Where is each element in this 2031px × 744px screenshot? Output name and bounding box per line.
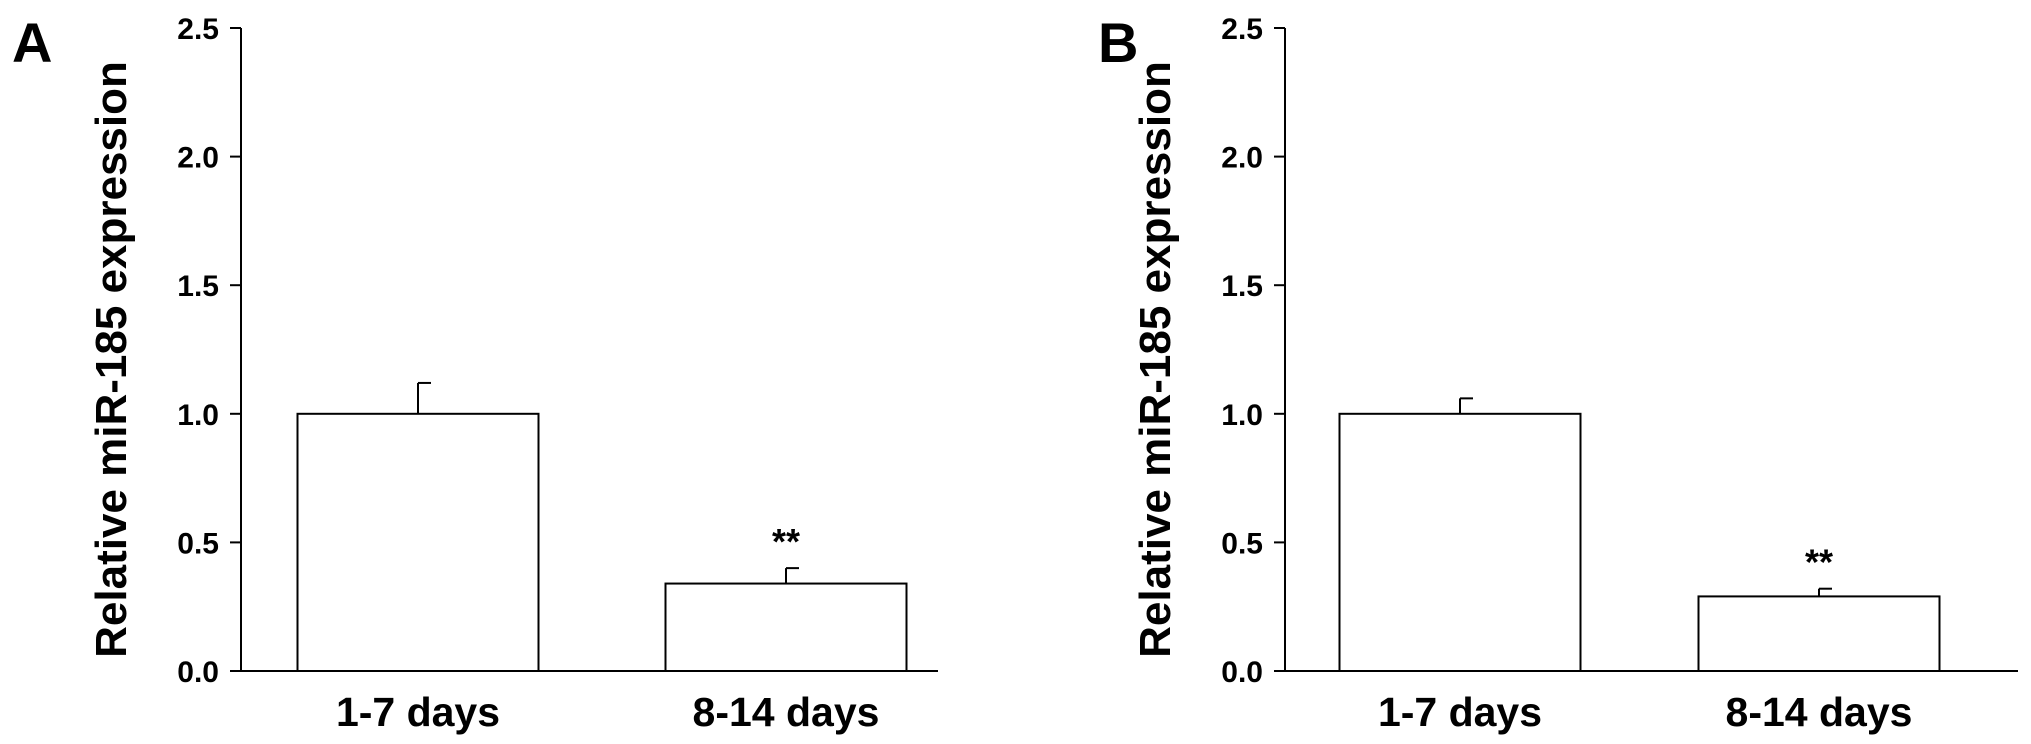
y-tick-label: 2.5 [1221, 13, 1263, 46]
y-axis-label: Relative miR-185 expression [1131, 61, 1180, 658]
bar [664, 582, 908, 672]
category-label: 8-14 days [693, 689, 880, 735]
y-tick-label: 2.5 [177, 13, 219, 46]
y-tick-label: 2.0 [177, 142, 219, 175]
bar [296, 412, 540, 672]
y-tick-label: 2.0 [1221, 142, 1263, 175]
y-axis-label: Relative miR-185 expression [87, 61, 136, 658]
y-tick-label: 0.0 [1221, 656, 1263, 689]
panel-letter: B [1098, 11, 1138, 74]
bars: 1-7 days 8-14 days ** [296, 381, 908, 735]
y-ticks: 0.0 0.5 1.0 1.5 2.0 2.5 [177, 13, 241, 689]
bars: 1-7 days 8-14 days ** [1338, 397, 1941, 735]
panel-a: A Relative miR-185 expression 0.0 0.5 1.0 1… [12, 11, 938, 735]
y-tick-label: 1.5 [1221, 270, 1263, 303]
y-tick-label: 1.0 [1221, 399, 1263, 432]
y-tick-label: 1.0 [177, 399, 219, 432]
category-label: 8-14 days [1726, 689, 1913, 735]
significance-marker: ** [772, 521, 800, 562]
panel-b: B Relative miR-185 expression 0.0 0.5 1.0 1… [1098, 11, 2018, 735]
bar [1338, 412, 1582, 672]
y-ticks: 0.0 0.5 1.0 1.5 2.0 2.5 [1221, 13, 1285, 689]
category-label: 1-7 days [1378, 689, 1542, 735]
y-tick-label: 0.5 [177, 527, 219, 560]
y-tick-label: 0.5 [1221, 527, 1263, 560]
panel-letter: A [12, 11, 52, 74]
significance-marker: ** [1805, 542, 1833, 583]
y-tick-label: 1.5 [177, 270, 219, 303]
y-tick-label: 0.0 [177, 656, 219, 689]
category-label: 1-7 days [336, 689, 500, 735]
bar [1697, 595, 1941, 672]
